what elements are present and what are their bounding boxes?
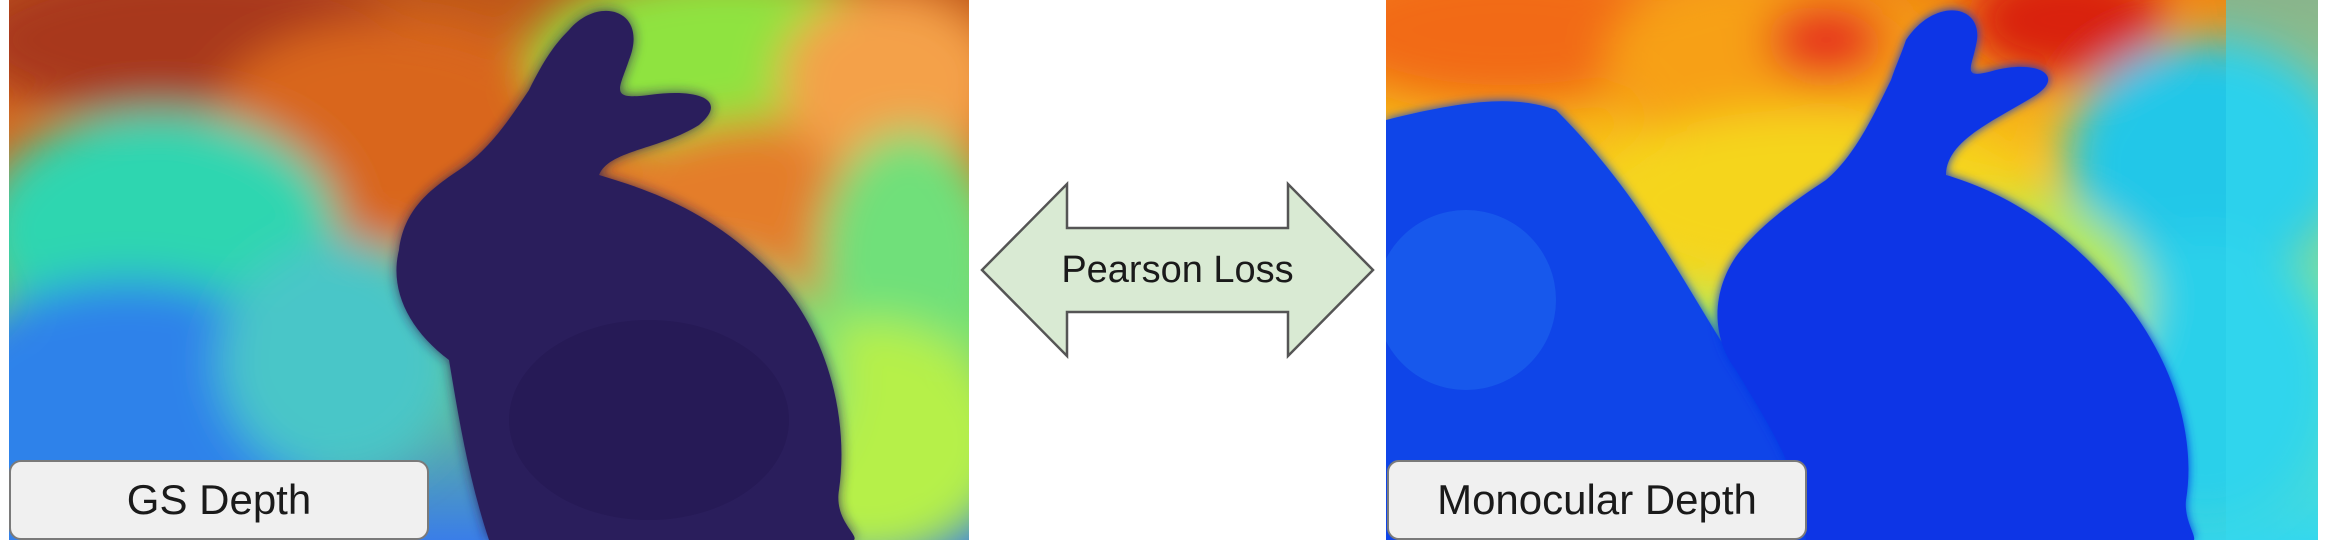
double-arrow-shape <box>980 180 1375 360</box>
gs-depth-image <box>9 0 969 540</box>
monocular-depth-image <box>1386 0 2318 540</box>
double-arrow-icon <box>980 180 1375 360</box>
gs-depth-map <box>9 0 969 540</box>
pearson-loss-label: Pearson Loss <box>1061 248 1294 291</box>
monocular-depth-label: Monocular Depth <box>1387 460 1807 540</box>
gs-depth-label: GS Depth <box>9 460 429 540</box>
monocular-depth-map <box>1386 0 2318 540</box>
